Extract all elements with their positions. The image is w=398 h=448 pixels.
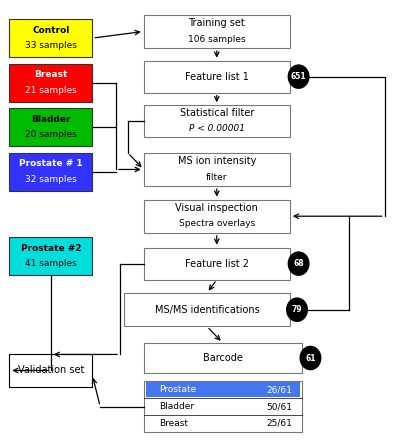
Bar <box>144 248 290 280</box>
Text: 41 samples: 41 samples <box>25 259 77 268</box>
Circle shape <box>288 252 309 275</box>
Bar <box>144 343 302 373</box>
Circle shape <box>288 65 309 88</box>
Text: 106 samples: 106 samples <box>188 34 246 43</box>
Text: filter: filter <box>206 172 228 181</box>
Text: Breast: Breast <box>160 419 189 428</box>
Text: Bladder: Bladder <box>31 115 70 124</box>
Text: 20 samples: 20 samples <box>25 130 77 139</box>
Bar <box>9 237 92 275</box>
Text: MS ion intensity: MS ion intensity <box>178 156 256 167</box>
Bar <box>144 105 290 137</box>
Text: 61: 61 <box>305 353 316 362</box>
Text: Validation set: Validation set <box>18 366 84 375</box>
Text: Prostate #2: Prostate #2 <box>21 244 81 253</box>
Text: 33 samples: 33 samples <box>25 41 77 50</box>
Text: 79: 79 <box>292 305 302 314</box>
Bar <box>144 199 290 233</box>
Text: Control: Control <box>32 26 70 34</box>
Text: Statistical filter: Statistical filter <box>179 108 254 118</box>
Text: 68: 68 <box>293 259 304 268</box>
Bar <box>9 354 92 387</box>
Bar <box>144 15 290 48</box>
Text: Training set: Training set <box>188 18 245 28</box>
Bar <box>124 293 290 327</box>
Text: Prostate # 1: Prostate # 1 <box>19 159 83 168</box>
Text: Spectra overlays: Spectra overlays <box>179 219 255 228</box>
Bar <box>9 64 92 102</box>
Bar <box>144 153 290 186</box>
Text: 32 samples: 32 samples <box>25 175 77 184</box>
Text: Barcode: Barcode <box>203 353 243 363</box>
Text: 26/61: 26/61 <box>266 385 292 394</box>
Text: Breast: Breast <box>34 70 68 79</box>
Text: Prostate: Prostate <box>160 385 197 394</box>
Text: Feature list 1: Feature list 1 <box>185 72 249 82</box>
Text: P < 0.00001: P < 0.00001 <box>189 124 245 133</box>
Text: Feature list 2: Feature list 2 <box>185 258 249 269</box>
Circle shape <box>287 298 307 321</box>
Bar <box>9 19 92 57</box>
Bar <box>9 108 92 146</box>
Text: 25/61: 25/61 <box>266 419 292 428</box>
Text: 651: 651 <box>291 72 306 81</box>
Text: MS/MS identifications: MS/MS identifications <box>154 305 259 314</box>
Text: Visual inspection: Visual inspection <box>176 203 258 213</box>
Circle shape <box>300 346 321 370</box>
Bar <box>146 382 300 397</box>
Text: 50/61: 50/61 <box>266 402 292 411</box>
Bar <box>9 153 92 190</box>
Bar <box>144 381 302 432</box>
Bar <box>144 60 290 93</box>
Text: Bladder: Bladder <box>160 402 195 411</box>
Text: 21 samples: 21 samples <box>25 86 77 95</box>
